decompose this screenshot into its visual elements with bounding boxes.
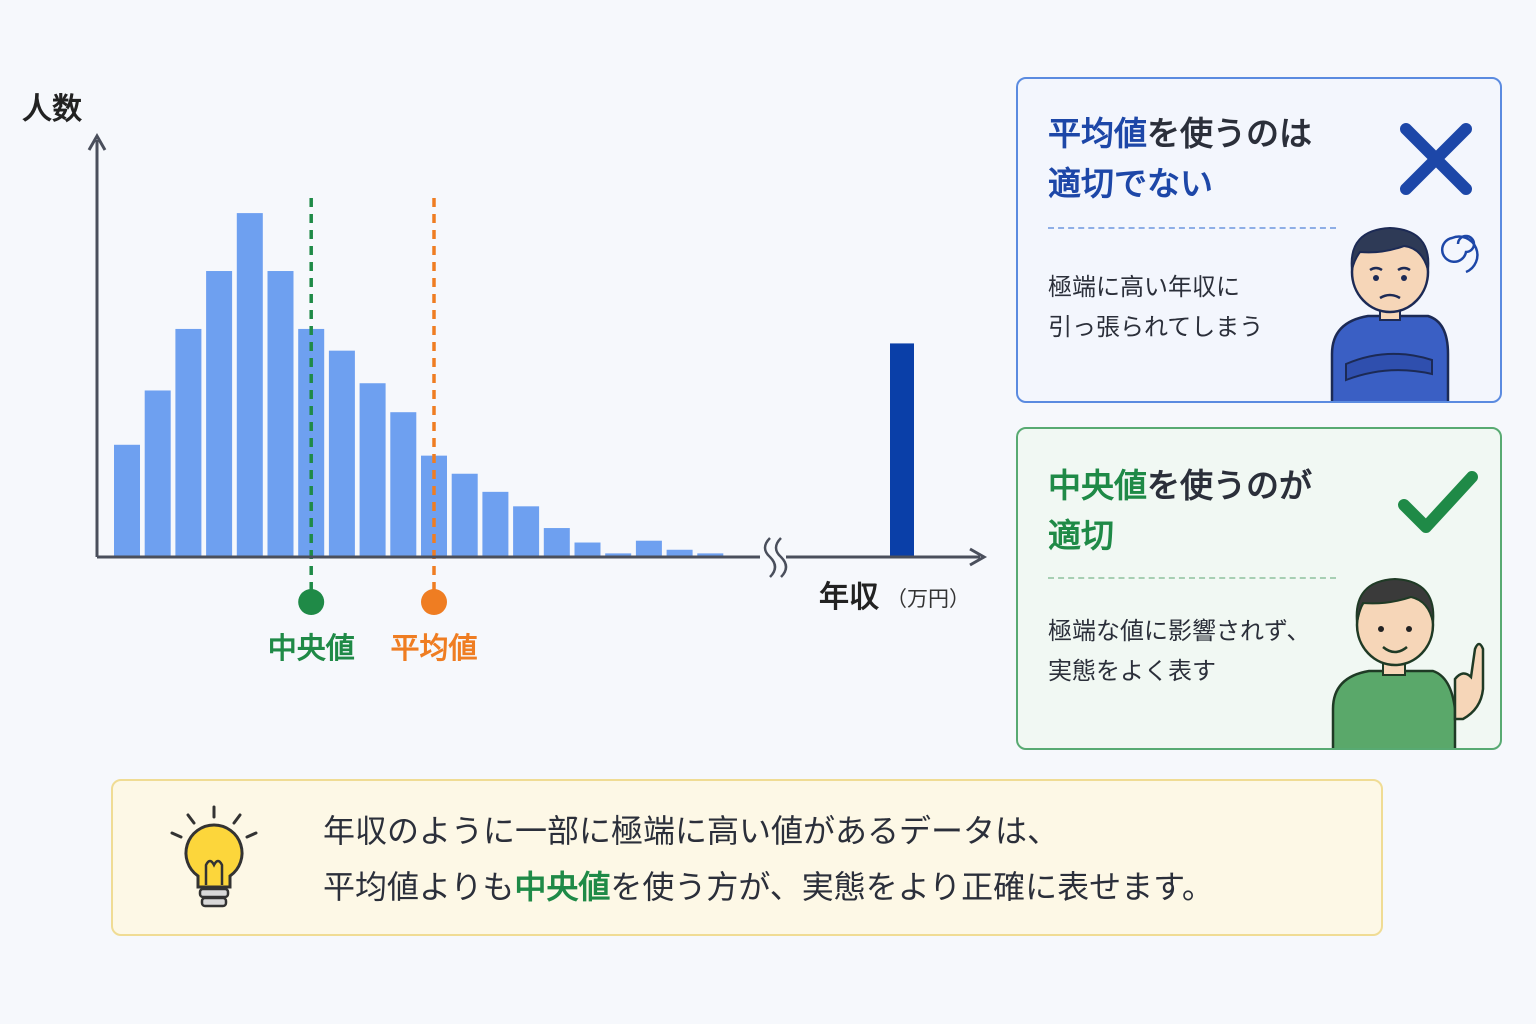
histogram-bar bbox=[236, 213, 263, 557]
histogram-bar bbox=[114, 444, 140, 557]
histogram-bar bbox=[574, 542, 601, 557]
histogram-bar bbox=[666, 549, 693, 557]
card-good-title: 中央値を使うのが 適切 bbox=[1048, 461, 1312, 561]
mean-not-appropriate-card: 平均値を使うのは 適切でない 極端に高い年収に 引っ張られてしまう bbox=[1016, 77, 1502, 403]
tip-box: 年収のように一部に極端に高い値があるデータは、 平均値よりも中央値を使う方が、実… bbox=[111, 779, 1383, 936]
histogram-bar bbox=[144, 390, 171, 557]
histogram-bar bbox=[482, 491, 509, 557]
histogram-bar bbox=[390, 412, 417, 557]
marker-lines: 中央値 平均値 bbox=[268, 198, 478, 665]
tip-line2-after: を使う方が、実態をより正確に表せます。 bbox=[610, 868, 1214, 906]
card-good-body-line1: 極端な値に影響されず、 bbox=[1048, 617, 1311, 645]
histogram-bar bbox=[451, 473, 478, 557]
histogram-bars bbox=[114, 213, 724, 557]
x-axis-unit: （万円） bbox=[886, 587, 970, 611]
card-bad-body: 極端に高い年収に 引っ張られてしまう bbox=[1048, 267, 1263, 347]
histogram-bar bbox=[175, 328, 202, 557]
tip-line2-highlight: 中央値 bbox=[514, 868, 611, 906]
tip-line1: 年収のように一部に極端に高い値があるデータは、 bbox=[323, 812, 1060, 850]
histogram-bar bbox=[543, 528, 570, 557]
card-good-body: 極端な値に影響されず、 実態をよく表す bbox=[1048, 611, 1310, 691]
card-good-body-line2: 実態をよく表す bbox=[1048, 657, 1216, 685]
histogram-bar bbox=[328, 350, 355, 557]
y-axis-arrow bbox=[87, 132, 107, 151]
card-bad-body-line1: 極端に高い年収に bbox=[1048, 273, 1240, 301]
y-axis-label: 人数 bbox=[22, 92, 83, 127]
check-icon bbox=[1398, 471, 1478, 533]
marker-label: 平均値 bbox=[390, 631, 477, 665]
card-bad-title: 平均値を使うのは 適切でない bbox=[1048, 109, 1312, 209]
cross-icon bbox=[1400, 123, 1472, 195]
histogram-bar bbox=[605, 553, 632, 557]
marker-dot bbox=[421, 589, 447, 615]
pointing-person-illustration bbox=[1331, 577, 1485, 748]
histogram-bar bbox=[635, 540, 662, 557]
dizzy-swirl-icon bbox=[1440, 234, 1479, 274]
x-axis-label: 年収 bbox=[819, 580, 880, 615]
card-bad-title-line2: 適切でない bbox=[1048, 164, 1213, 203]
median-appropriate-card: 中央値を使うのが 適切 極端な値に影響されず、 実態をよく表す bbox=[1016, 427, 1502, 750]
axis-break-icon bbox=[763, 537, 788, 578]
marker-label: 中央値 bbox=[268, 631, 355, 665]
histogram-bar bbox=[513, 506, 540, 557]
card-bad-body-line2: 引っ張られてしまう bbox=[1048, 313, 1264, 341]
tip-text: 年収のように一部に極端に高い値があるデータは、 平均値よりも中央値を使う方が、実… bbox=[323, 803, 1214, 915]
outlier-bar bbox=[890, 343, 914, 557]
card-good-title-rest: を使うのが bbox=[1147, 466, 1312, 505]
card-bad-title-keyword: 平均値 bbox=[1048, 114, 1147, 153]
card-good-divider bbox=[1048, 577, 1336, 579]
x-axis-arrow bbox=[969, 547, 988, 567]
histogram-bar bbox=[697, 553, 724, 557]
card-bad-title-rest: を使うのは bbox=[1147, 114, 1312, 153]
lightbulb-icon bbox=[170, 805, 258, 908]
income-histogram-chart: 中央値 平均値 人数 年収 （万円） bbox=[22, 92, 988, 665]
confused-person-illustration bbox=[1330, 226, 1479, 401]
tip-line2-before: 平均値よりも bbox=[323, 868, 515, 906]
outlier-bar-group bbox=[890, 343, 914, 557]
histogram-bar bbox=[359, 383, 386, 557]
histogram-bar bbox=[206, 271, 233, 557]
histogram-bar bbox=[267, 271, 294, 557]
card-good-title-line2: 適切 bbox=[1048, 516, 1114, 555]
card-good-title-keyword: 中央値 bbox=[1048, 466, 1147, 505]
card-bad-divider bbox=[1048, 227, 1336, 229]
marker-dot bbox=[298, 589, 325, 615]
